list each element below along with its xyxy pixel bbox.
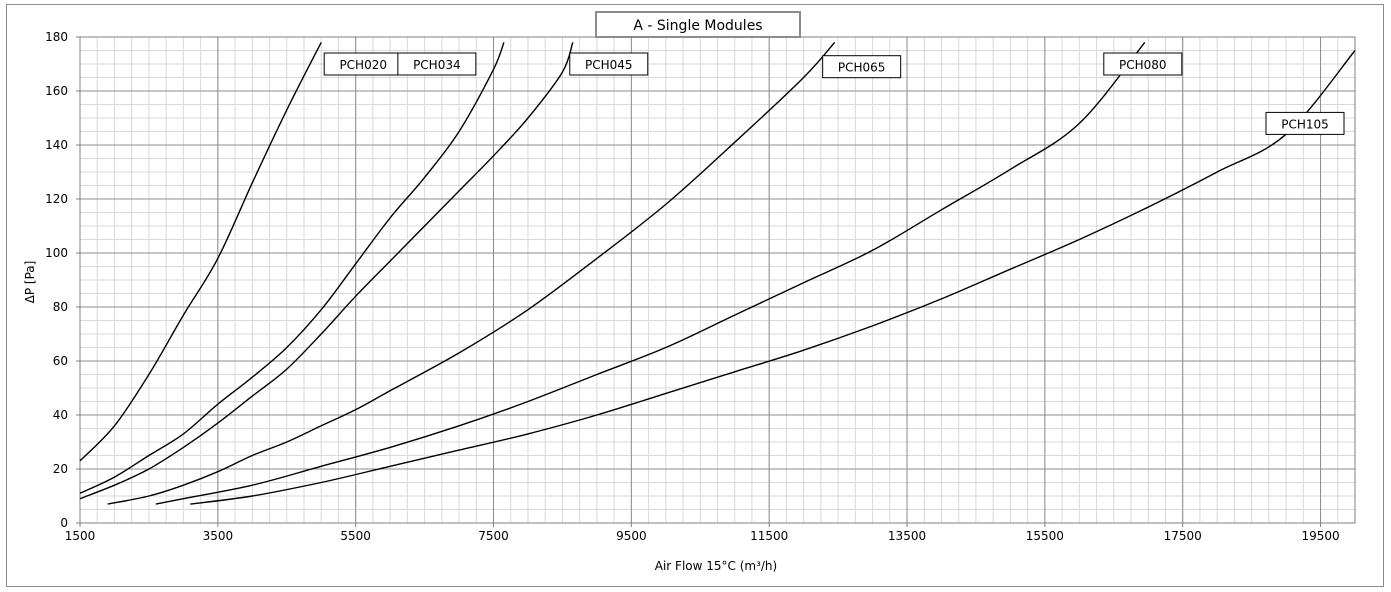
x-tick-label: 19500 — [1301, 529, 1339, 543]
x-tick-label: 7500 — [478, 529, 509, 543]
series-label-pch065: PCH065 — [838, 61, 886, 75]
chart-title: A - Single Modules — [633, 18, 762, 34]
series-label-pch080: PCH080 — [1119, 58, 1167, 72]
chart-title-box: A - Single Modules — [595, 11, 801, 38]
series-line-pch105 — [190, 50, 1356, 505]
minor-gridlines — [79, 36, 1356, 524]
y-tick-label: 40 — [53, 408, 68, 422]
y-tick-label: 80 — [53, 300, 68, 314]
series-labels: PCH020 PCH034 PCH045 PCH065 PCH080 PCH105 — [323, 52, 1345, 135]
series-label-box-pch080 — [1103, 52, 1183, 76]
x-tick-label: 15500 — [1026, 529, 1064, 543]
y-tick-label: 140 — [45, 138, 68, 152]
series-label-pch105: PCH105 — [1281, 117, 1329, 131]
series-label-box-pch034 — [397, 52, 477, 76]
y-tick-label: 120 — [45, 192, 68, 206]
x-axis-title: Air Flow 15°C (m³/h) — [655, 559, 777, 573]
series-line-pch020 — [79, 42, 322, 462]
series-label-pch045: PCH045 — [585, 58, 633, 72]
series-line-pch080 — [155, 41, 1146, 505]
chart-frame — [6, 4, 1384, 587]
series-label-box-pch065 — [822, 55, 902, 79]
y-tick-label: 160 — [45, 84, 68, 98]
y-tick-label: 20 — [53, 462, 68, 476]
y-axis-ticks: 0 20 40 60 80 100 120 140 160 180 — [45, 30, 80, 530]
series-label-pch034: PCH034 — [413, 58, 461, 72]
series-lines — [79, 41, 1356, 505]
y-tick-label: 100 — [45, 246, 68, 260]
series-label-box-pch105 — [1265, 111, 1345, 135]
y-axis-title: ΔP [Pa] — [23, 261, 37, 304]
x-tick-label: 11500 — [750, 529, 788, 543]
series-label-pch020: PCH020 — [339, 58, 387, 72]
y-tick-label: 0 — [60, 516, 68, 530]
y-tick-label: 180 — [45, 30, 68, 44]
x-tick-label: 13500 — [888, 529, 926, 543]
x-tick-label: 3500 — [203, 529, 234, 543]
x-tick-label: 5500 — [340, 529, 371, 543]
x-tick-label: 9500 — [616, 529, 647, 543]
y-tick-label: 60 — [53, 354, 68, 368]
x-tick-label: 17500 — [1164, 529, 1202, 543]
x-axis-ticks: 1500 3500 5500 7500 9500 11500 13500 15500 17500… — [65, 523, 1340, 543]
series-line-pch065 — [107, 41, 836, 505]
x-tick-label: 1500 — [65, 529, 96, 543]
series-label-box-pch045 — [569, 52, 649, 76]
series-line-pch034 — [79, 42, 505, 494]
series-line-pch045 — [79, 42, 574, 500]
